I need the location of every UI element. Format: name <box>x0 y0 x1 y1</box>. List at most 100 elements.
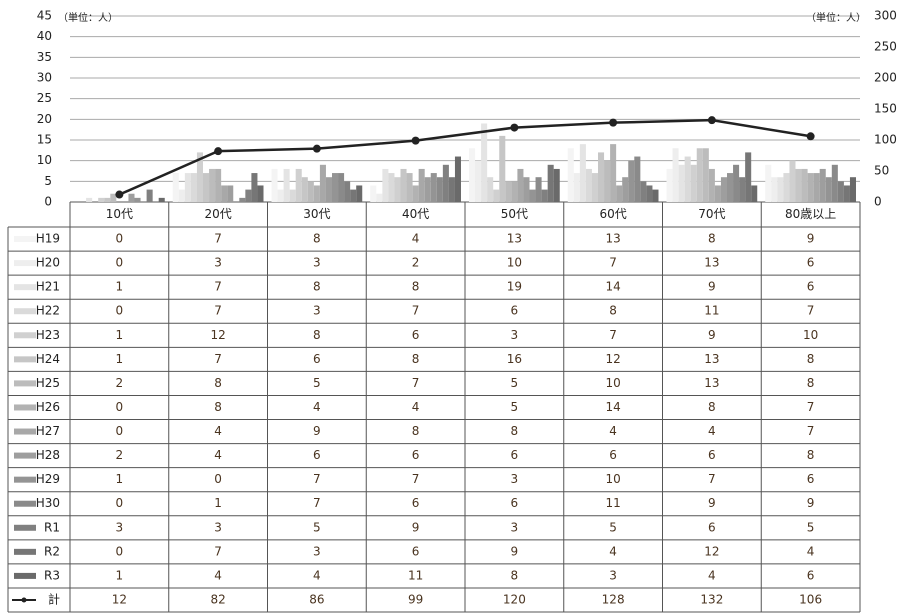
legend-label: H19 <box>36 232 60 246</box>
table-cell: 8 <box>807 352 815 366</box>
table-cell: 5 <box>511 376 519 390</box>
table-cell: 7 <box>807 400 815 414</box>
legend-swatch <box>14 428 36 435</box>
bar <box>591 173 598 202</box>
bar <box>567 148 574 202</box>
line-marker <box>510 123 519 132</box>
x-tick-label: 60代 <box>599 207 626 221</box>
y2-unit: （単位：人） <box>806 11 866 24</box>
table-cell: 9 <box>708 496 716 510</box>
table-cell: 13 <box>507 232 522 246</box>
y-tick-label: 25 <box>37 91 52 105</box>
bar <box>178 189 185 202</box>
table-cell: 4 <box>313 400 321 414</box>
table-cell: 4 <box>807 544 815 558</box>
legend-label: H20 <box>36 256 60 270</box>
bar <box>271 168 278 202</box>
bar <box>789 160 796 202</box>
bar <box>813 173 820 202</box>
bar <box>338 173 345 202</box>
bar <box>307 181 314 202</box>
table-cell: 6 <box>807 256 815 270</box>
bar <box>203 173 210 202</box>
table-cell: 3 <box>313 304 321 318</box>
table-cell: 6 <box>807 280 815 294</box>
y-tick-label: 35 <box>37 50 52 64</box>
y2-tick-label: 100 <box>874 133 897 147</box>
legend-swatch <box>14 284 36 291</box>
bar <box>745 152 752 202</box>
bar <box>184 173 191 202</box>
bar <box>487 177 494 202</box>
bar <box>678 164 685 202</box>
table-cell: 8 <box>807 448 815 462</box>
table-cell: 7 <box>609 256 617 270</box>
table-cell: 0 <box>116 304 124 318</box>
table-cell: 3 <box>214 256 222 270</box>
bar <box>690 164 697 202</box>
table-cell: 10 <box>605 376 620 390</box>
legend-swatch <box>14 500 36 507</box>
legend-label: H30 <box>36 496 60 510</box>
bar <box>541 189 548 202</box>
table-cell: 13 <box>605 232 620 246</box>
bar <box>714 185 721 202</box>
bar <box>622 177 629 202</box>
bar <box>436 177 443 202</box>
table-cell: 9 <box>708 280 716 294</box>
x-tick-label: 20代 <box>204 207 231 221</box>
table-cell: 13 <box>704 256 719 270</box>
bar <box>553 168 560 202</box>
table-cell: 3 <box>313 544 321 558</box>
y2-tick-label: 50 <box>874 164 889 178</box>
table-cell: 8 <box>609 304 617 318</box>
bar <box>412 185 419 202</box>
bar <box>215 168 222 202</box>
table-cell: 7 <box>214 544 222 558</box>
bar <box>344 181 351 202</box>
table-cell: 6 <box>807 568 815 582</box>
legend-label: H25 <box>36 376 60 390</box>
legend-swatch <box>14 572 36 579</box>
bar <box>831 164 838 202</box>
table-cell: 13 <box>704 352 719 366</box>
y2-tick-label: 150 <box>874 102 897 116</box>
legend-label: H23 <box>36 328 60 342</box>
table-cell: 8 <box>214 376 222 390</box>
bar <box>190 173 197 202</box>
bar <box>350 189 357 202</box>
line-marker <box>312 144 321 153</box>
bar <box>448 177 455 202</box>
table-cell: 3 <box>511 520 519 534</box>
table-cell: 4 <box>313 568 321 582</box>
table-cell: 5 <box>609 520 617 534</box>
bar <box>547 164 554 202</box>
bar <box>98 197 105 202</box>
bar <box>400 168 407 202</box>
table-cell: 3 <box>313 256 321 270</box>
y-tick-label: 0 <box>44 195 52 209</box>
bar <box>499 135 506 202</box>
bar <box>807 173 814 202</box>
bar <box>579 144 586 202</box>
bar <box>640 181 647 202</box>
bar <box>696 148 703 202</box>
legend-label: H26 <box>36 400 60 414</box>
legend-marker <box>21 597 27 603</box>
bar <box>585 168 592 202</box>
table-cell: 5 <box>807 520 815 534</box>
table-cell: 120 <box>503 592 526 606</box>
y-tick-label: 45 <box>37 9 52 23</box>
y-tick-label: 20 <box>37 112 52 126</box>
bar <box>475 160 482 202</box>
table-cell: 4 <box>708 424 716 438</box>
bar <box>535 177 542 202</box>
bar <box>469 148 476 202</box>
table-cell: 6 <box>412 448 420 462</box>
table-cell: 13 <box>704 376 719 390</box>
x-tick-label: 70代 <box>698 207 725 221</box>
table-cell: 6 <box>511 448 519 462</box>
legend-swatch <box>14 380 36 387</box>
bar <box>646 185 653 202</box>
table-cell: 128 <box>602 592 625 606</box>
